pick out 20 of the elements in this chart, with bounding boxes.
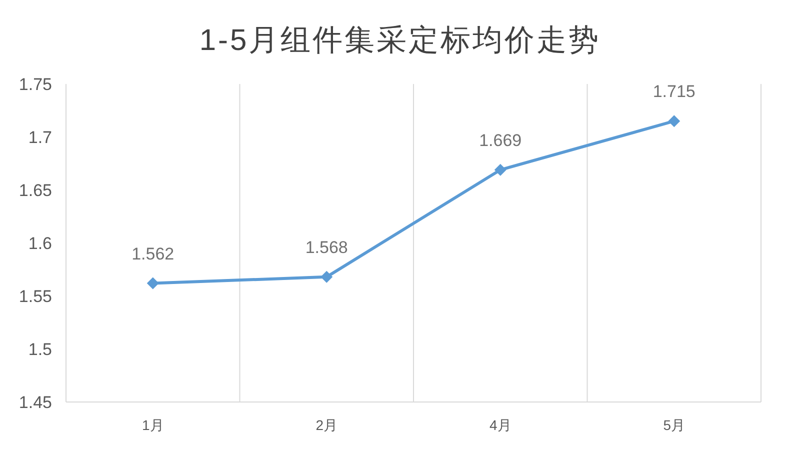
data-label: 1.568 bbox=[305, 238, 348, 257]
point bbox=[146, 277, 159, 290]
point bbox=[668, 115, 680, 128]
data-label: 1.562 bbox=[132, 244, 174, 264]
x-tick-label: 4月 bbox=[489, 417, 512, 433]
y-tick-label: 1.65 bbox=[18, 181, 52, 200]
y-tick-label: 1.7 bbox=[28, 128, 52, 147]
y-tick-label: 1.75 bbox=[18, 75, 52, 94]
data-label: 1.669 bbox=[479, 130, 522, 150]
x-tick-label: 2月 bbox=[316, 417, 338, 433]
y-tick-label: 1.55 bbox=[18, 287, 52, 306]
point bbox=[494, 164, 506, 176]
x-tick-label: 5月 bbox=[663, 417, 686, 433]
y-tick-label: 1.6 bbox=[28, 234, 52, 253]
data-label: 1.715 bbox=[652, 82, 696, 102]
y-tick-label: 1.5 bbox=[28, 340, 52, 359]
x-tick-label: 1月 bbox=[142, 417, 164, 433]
title: 1-5月组件集采定标均价走势 bbox=[199, 24, 601, 57]
point bbox=[320, 270, 333, 283]
y-tick-label: 1.45 bbox=[18, 393, 52, 412]
